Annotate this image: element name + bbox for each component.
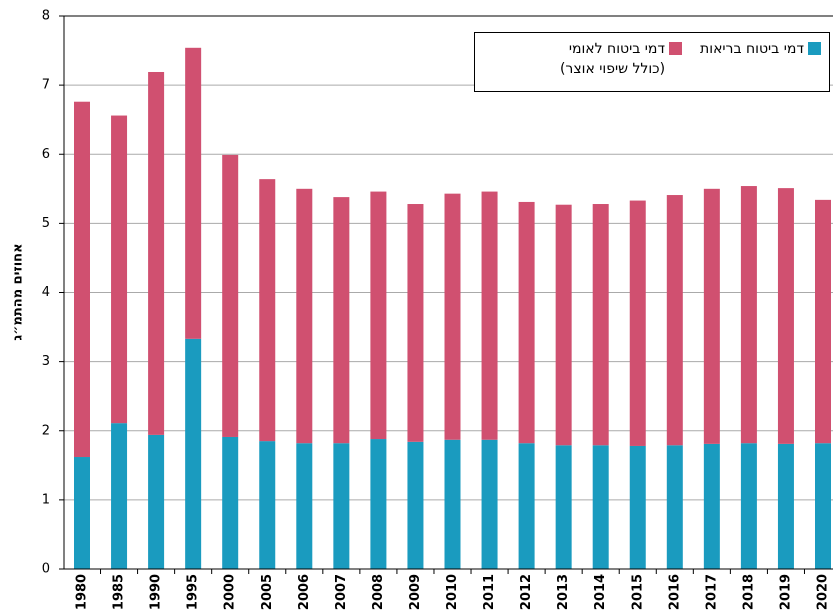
bar-segment (481, 191, 498, 440)
bar-segment (444, 439, 461, 569)
bar-segment (74, 457, 90, 569)
legend: דמי ביטוח בריאות דמי ביטוח לאומי (כולל שי… (474, 32, 830, 92)
legend-item: דמי ביטוח לאומי (כולל שיפוי אוצר) (535, 39, 683, 85)
x-tick-label: 2011 (482, 574, 497, 610)
bar-segment (629, 445, 646, 569)
bar-segment (333, 443, 350, 569)
bar-segment (444, 193, 461, 440)
x-tick-label: 2016 (667, 574, 682, 610)
x-tick-label: 2010 (445, 574, 460, 610)
bar-segment (740, 443, 757, 569)
x-tick-label: 1990 (149, 574, 164, 610)
bar-segment (296, 188, 313, 444)
y-axis-label: אחוזים מהתמ״ג (11, 243, 26, 340)
bar-segment (111, 423, 128, 569)
bar-segment (629, 200, 646, 446)
bar-segment (148, 71, 165, 435)
bar-segment (703, 188, 720, 444)
y-tick-label: 2 (42, 423, 50, 438)
x-tick-label: 1995 (186, 574, 201, 610)
bar-segment (222, 154, 239, 437)
bar-segment (740, 186, 757, 444)
x-tick-label: 1980 (75, 574, 90, 610)
bar-segment (592, 445, 609, 569)
y-tick-label: 3 (42, 354, 50, 369)
bar-segment (518, 443, 535, 569)
x-tick-label: 2019 (778, 574, 793, 610)
bar-segment (592, 204, 609, 446)
bar-segment (777, 188, 794, 444)
x-tick-label: 2007 (334, 574, 349, 610)
y-tick-label: 8 (42, 9, 50, 24)
bar-segment (666, 445, 683, 569)
legend-swatch (669, 42, 683, 55)
bar-segment (555, 445, 572, 569)
legend-label: דמי ביטוח בריאות (700, 41, 804, 57)
bar-segment (296, 443, 313, 569)
y-tick-label: 5 (42, 216, 50, 231)
bar-segment (703, 443, 720, 569)
bar-segment (259, 441, 276, 569)
bar-segment (111, 115, 128, 424)
bar-segment (185, 47, 202, 339)
bar-segment (815, 199, 831, 444)
x-tick-label: 2006 (297, 574, 312, 610)
bar-segment (259, 179, 276, 442)
bar-segment (555, 204, 572, 446)
bar-segment (815, 443, 831, 569)
bar-segment (370, 191, 387, 440)
bar-segment (777, 443, 794, 569)
bar-segment (370, 439, 387, 569)
x-tick-label: 2017 (704, 574, 719, 610)
y-tick-label: 1 (42, 492, 50, 507)
bar-segment (185, 338, 202, 569)
bar-segment (222, 436, 239, 569)
legend-label: דמי ביטוח לאומי (כולל שיפוי אוצר) (559, 41, 666, 77)
bar-segment (407, 441, 424, 569)
x-tick-label: 2015 (630, 574, 645, 610)
x-tick-label: 2012 (519, 574, 534, 610)
x-tick-label: 2018 (741, 574, 756, 610)
legend-swatch (808, 42, 821, 55)
x-tick-label: 2013 (556, 574, 571, 610)
x-tick-label: 2000 (223, 574, 238, 610)
y-tick-label: 6 (42, 147, 50, 162)
bar-segment (666, 195, 683, 446)
bar-segment (481, 439, 498, 569)
bar-segment (518, 201, 535, 444)
x-tick-label: 2008 (371, 574, 386, 610)
x-tick-label: 2020 (816, 574, 831, 610)
bar-segment (333, 197, 350, 444)
y-tick-label: 7 (42, 78, 50, 93)
x-tick-label: 1985 (112, 574, 127, 610)
bar-segment (407, 204, 424, 442)
x-tick-label: 2009 (408, 574, 423, 610)
x-tick-label: 2005 (260, 574, 275, 610)
legend-item: דמי ביטוח בריאות (700, 39, 821, 85)
bar-segment (74, 101, 90, 458)
y-tick-label: 0 (42, 562, 50, 577)
y-tick-label: 4 (42, 285, 50, 300)
x-tick-label: 2014 (593, 574, 608, 610)
bar-segment (148, 434, 165, 569)
